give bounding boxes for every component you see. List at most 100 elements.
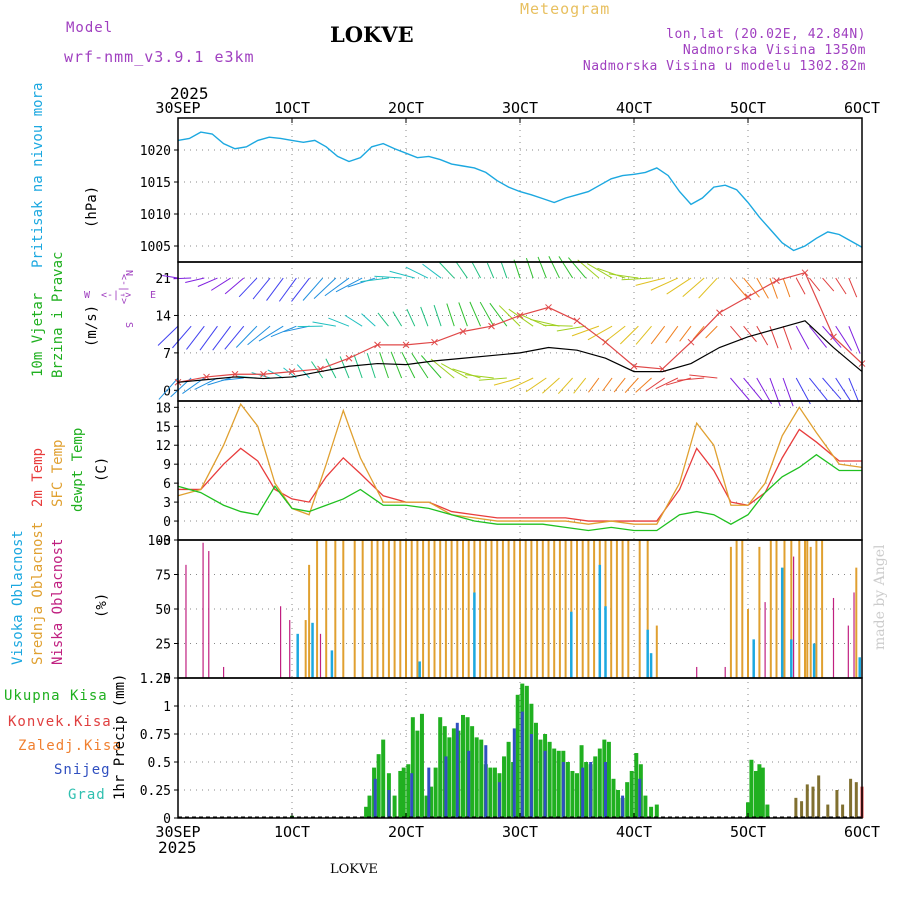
wind-gust-marker bbox=[488, 322, 495, 330]
wind-arrow bbox=[441, 363, 468, 379]
precip-bar-frz bbox=[841, 804, 845, 818]
precip-bar-snow bbox=[410, 773, 414, 818]
panel-frame-precip bbox=[177, 677, 863, 819]
precip-bar-total bbox=[429, 786, 434, 818]
station-title: LOKVE bbox=[330, 22, 414, 47]
y-tick-label: 21 bbox=[155, 272, 171, 287]
y-tick-label: 1005 bbox=[140, 240, 171, 255]
x-top-label-5: 5OCT bbox=[730, 99, 766, 117]
precip-bar-snow bbox=[427, 767, 431, 818]
wind-arrow bbox=[808, 325, 827, 348]
wind-arrow bbox=[621, 277, 652, 281]
y-tick-label: 3 bbox=[163, 496, 171, 511]
wind-arrow bbox=[795, 277, 806, 295]
precip-bar-total bbox=[424, 795, 429, 818]
wind-arrow bbox=[452, 368, 481, 379]
wind-arrow bbox=[489, 302, 508, 327]
wind-gust-marker bbox=[374, 341, 381, 349]
precip-bar-total bbox=[415, 730, 420, 818]
wind-arrow bbox=[608, 273, 639, 279]
wind-side-label-1: 10m Vjetar bbox=[30, 293, 46, 377]
x-bottom-label-2: 2OCT bbox=[388, 823, 424, 841]
wind-ylabel: (m/s) bbox=[84, 305, 100, 347]
precip-bar-total bbox=[556, 750, 561, 818]
wind-arrow bbox=[185, 277, 205, 283]
wind-arrow bbox=[312, 321, 336, 327]
precip-bar-total bbox=[502, 756, 507, 818]
wind-arrow bbox=[313, 277, 337, 300]
precip-bar-snow bbox=[444, 756, 448, 818]
wind-arrow bbox=[848, 377, 860, 403]
x-bottom-label-3: 3OCT bbox=[502, 823, 538, 841]
compass-arrow-v: <-|-> bbox=[118, 274, 129, 304]
y-tick-label: 15 bbox=[155, 420, 171, 435]
precip-bar-total bbox=[616, 790, 621, 818]
wind-arrow bbox=[344, 314, 363, 327]
wind-arrow bbox=[835, 325, 852, 351]
wind-arrow bbox=[296, 364, 310, 379]
wind-arrow bbox=[430, 358, 455, 379]
y-tick-label: 18 bbox=[155, 401, 171, 416]
wind-arrow bbox=[848, 325, 861, 354]
x-top-label-2: 2OCT bbox=[388, 99, 424, 117]
wind-arrow bbox=[197, 277, 218, 287]
wind-arrow bbox=[756, 377, 773, 405]
wind-arrow bbox=[509, 377, 534, 390]
y-tick-label: 0.25 bbox=[140, 784, 171, 799]
precip-bar-total bbox=[461, 714, 465, 818]
wind-gust-marker bbox=[602, 338, 609, 346]
wind-gust-marker bbox=[573, 317, 581, 325]
wind-arrow bbox=[199, 325, 218, 351]
precip-bar-frz bbox=[805, 784, 809, 818]
wind-arrow bbox=[361, 313, 376, 327]
precip-legend-3: Snijeg bbox=[54, 762, 111, 778]
precip-bar-total bbox=[533, 722, 538, 818]
precip-bar-total bbox=[364, 806, 369, 818]
precip-bar-total bbox=[451, 728, 456, 818]
wind-gust-marker bbox=[801, 269, 809, 277]
wind-arrow bbox=[324, 277, 350, 297]
precip-bar-total bbox=[597, 748, 602, 818]
y-tick-label: 25 bbox=[155, 638, 171, 653]
wind-arrow bbox=[525, 377, 547, 393]
wind-arrow bbox=[730, 277, 748, 299]
wind-arrow bbox=[558, 256, 574, 279]
altitude-label: Nadmorska Visina 1350m bbox=[682, 43, 866, 58]
wind-arrow bbox=[422, 263, 442, 279]
panel-frame-temperature bbox=[177, 400, 863, 541]
wind-arrow bbox=[405, 266, 429, 279]
precip-bar-frz bbox=[826, 804, 830, 818]
wind-arrow bbox=[158, 377, 179, 400]
precip-bar-total bbox=[570, 770, 575, 818]
wind-arrow bbox=[157, 325, 179, 346]
wind-arrow bbox=[635, 277, 665, 286]
wind-arrow bbox=[835, 277, 847, 295]
precip-bar-total bbox=[606, 741, 611, 818]
wind-gust-marker bbox=[830, 333, 837, 341]
x-top-label-6: 6OCT bbox=[844, 99, 880, 117]
wind-arrow bbox=[743, 377, 763, 402]
wind-arrow bbox=[302, 277, 324, 301]
wind-arrow bbox=[360, 277, 389, 283]
wind-arrow bbox=[353, 354, 363, 379]
wind-arrow bbox=[650, 277, 679, 291]
wind-arrow bbox=[283, 325, 310, 333]
wind-arrow bbox=[635, 325, 652, 345]
y-tick-label: 7 bbox=[163, 347, 171, 362]
x-top-label-4: 4OCT bbox=[616, 99, 652, 117]
y-tick-label: 0.5 bbox=[148, 756, 171, 771]
wind-arrow bbox=[479, 301, 495, 327]
wind-side-label-2: Brzina i Pravac bbox=[50, 252, 66, 378]
year-bottom: 2025 bbox=[158, 838, 197, 857]
x-bottom-label-0: 30SEP bbox=[155, 823, 200, 841]
cloud-side-label-2: Srednja Oblacnost bbox=[30, 522, 46, 665]
precip-bar-total bbox=[575, 773, 579, 818]
precip-bar-total bbox=[470, 726, 475, 818]
precip-bar-snow bbox=[497, 782, 501, 818]
wind-arrow bbox=[679, 325, 692, 342]
wind-arrow bbox=[328, 317, 350, 327]
precip-bar-total bbox=[406, 764, 411, 818]
wind-arrow bbox=[207, 377, 231, 386]
wind-gust-marker bbox=[231, 370, 239, 378]
model-label: Model bbox=[66, 20, 114, 36]
